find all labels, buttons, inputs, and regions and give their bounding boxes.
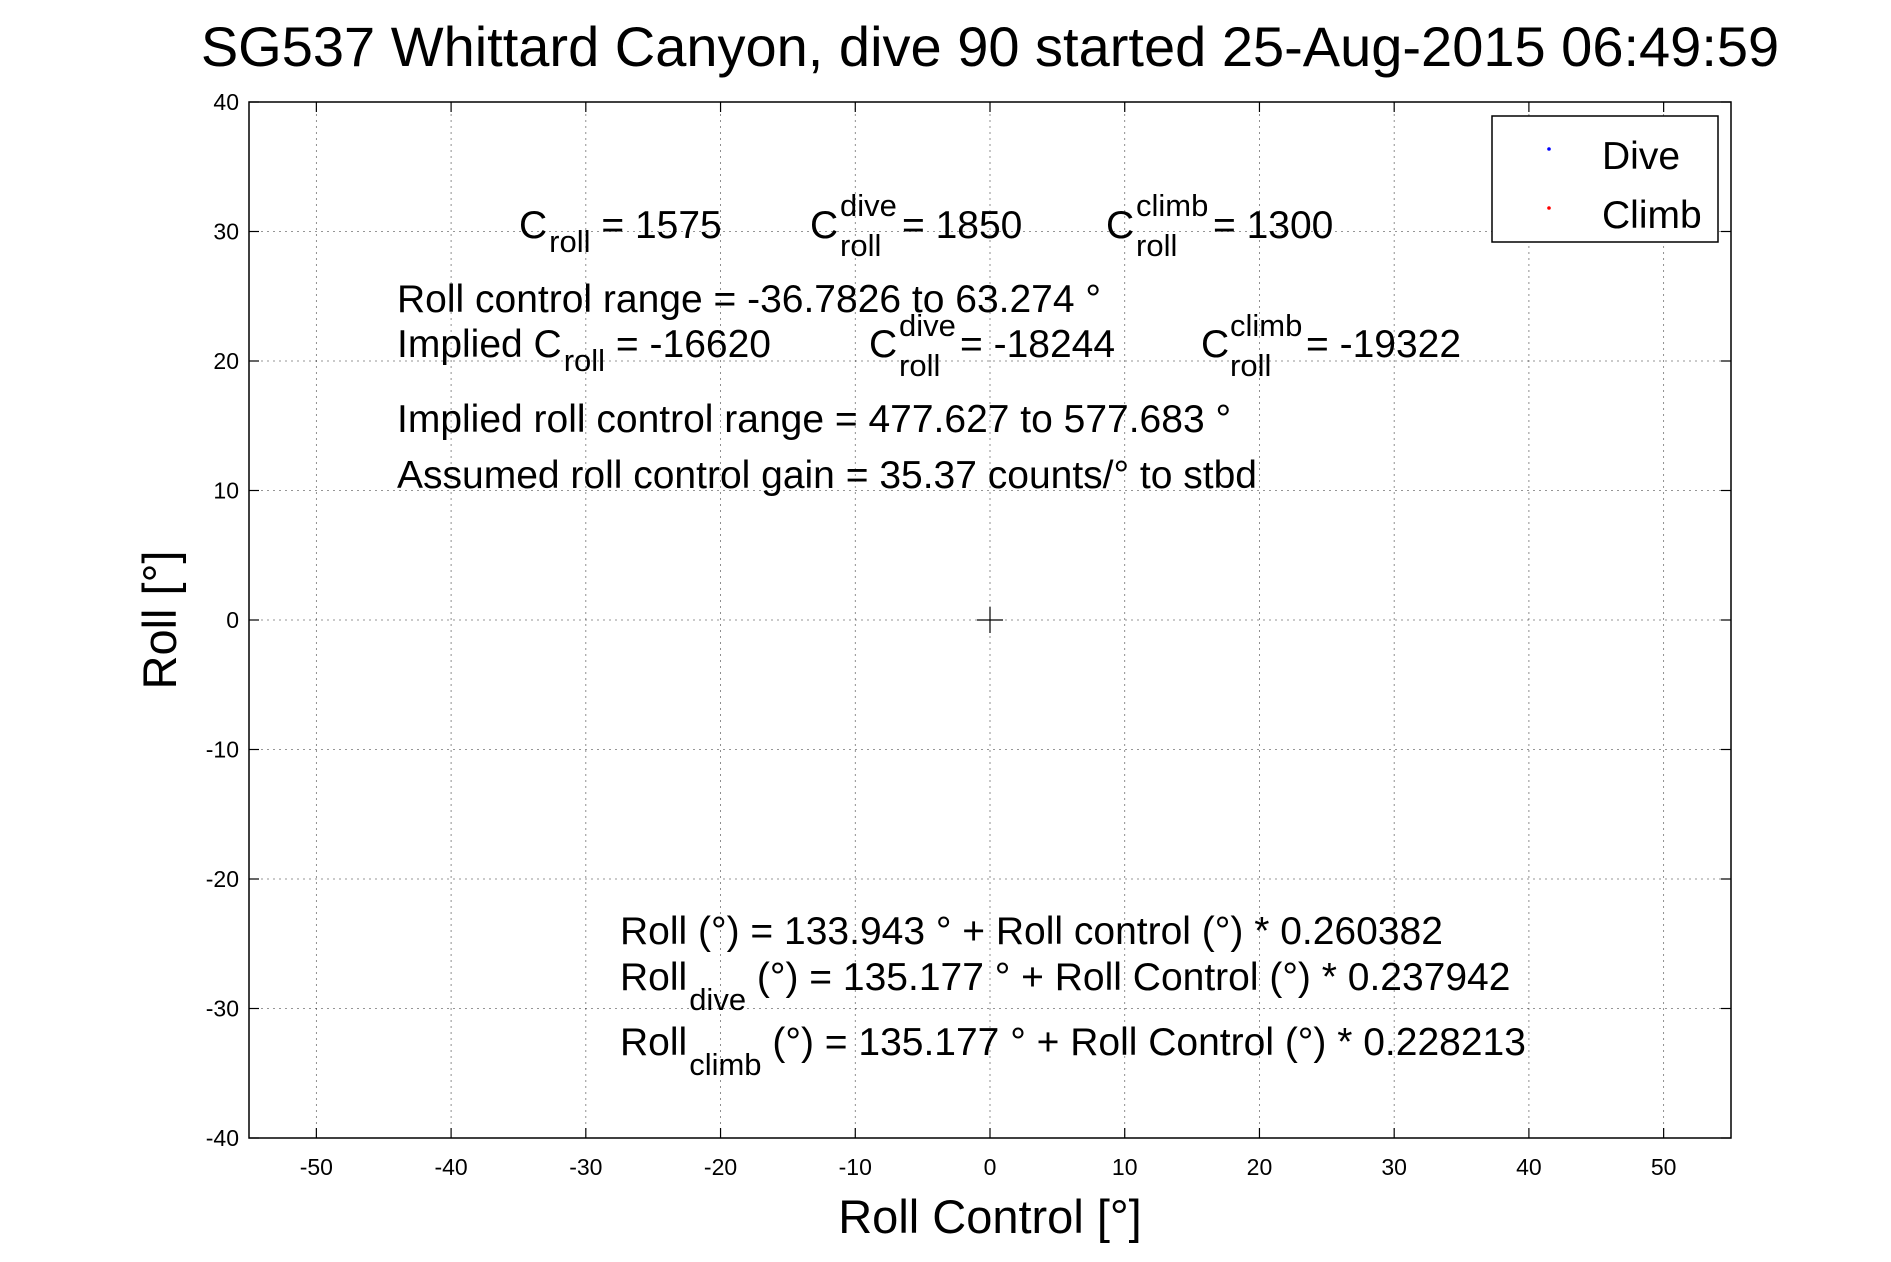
legend-marker-climb [1547,206,1551,210]
y-tick-label: -20 [206,866,239,892]
legend-marker-dive [1547,147,1551,151]
svg-text:= -19322: = -19322 [1306,323,1461,366]
x-tick-label: 40 [1516,1154,1542,1180]
annotation-fit-all: Roll (°) = 133.943 ° + Roll control (°) … [620,910,1443,953]
y-tick-label: 20 [213,348,239,374]
x-tick-label: 0 [984,1154,997,1180]
x-tick-label: 50 [1651,1154,1677,1180]
svg-text:C: C [1201,323,1229,366]
annotation-implied-c-roll-climb: C climb roll = -19322 [1201,308,1461,383]
y-axis-title: Roll [°] [133,551,186,690]
x-tick-label: 20 [1247,1154,1273,1180]
x-tick-label: -20 [704,1154,737,1180]
annotation-implied-range: Implied roll control range = 477.627 to … [397,398,1231,441]
legend-label-dive: Dive [1602,135,1680,178]
svg-text:= -18244: = -18244 [960,323,1115,366]
svg-text:climb: climb [1136,188,1208,223]
svg-text:= 1300: = 1300 [1213,204,1333,247]
annotation-roll-control-range: Roll control range = -36.7826 to 63.274 … [397,278,1101,321]
legend: Dive Climb [1491,115,1719,243]
center-cross-marker [977,607,1003,633]
annotation-c-roll-dive: C dive roll = 1850 [810,188,1022,263]
annotation-fit-dive: Rolldive (°) = 135.177 ° + Roll Control … [620,956,1510,1017]
svg-text:roll: roll [840,228,881,263]
y-tick-label: -10 [206,737,239,763]
x-tick-label: -40 [434,1154,467,1180]
chart-title: SG537 Whittard Canyon, dive 90 started 2… [201,15,1779,78]
x-tick-label: 10 [1112,1154,1138,1180]
annotation-gain: Assumed roll control gain = 35.37 counts… [397,454,1257,497]
y-tick-label: 30 [213,219,239,245]
x-tick-label: -50 [300,1154,333,1180]
annotation-fit-climb: Rollclimb (°) = 135.177 ° + Roll Control… [620,1021,1526,1082]
x-tick-label: -10 [839,1154,872,1180]
ticks [249,101,1731,1139]
legend-box [1491,115,1719,243]
plot-area-frame [248,101,1732,1139]
svg-text:C: C [869,323,897,366]
y-tick-label: 40 [213,89,239,115]
svg-text:roll: roll [899,348,940,383]
annotation-c-roll-climb: C climb roll = 1300 [1106,188,1333,263]
svg-text:= 1850: = 1850 [902,204,1022,247]
x-tick-label: 30 [1381,1154,1407,1180]
svg-text:roll: roll [1136,228,1177,263]
svg-text:roll: roll [1230,348,1271,383]
legend-label-climb: Climb [1602,194,1702,237]
svg-text:C: C [810,204,838,247]
grid [249,101,1731,1139]
svg-text:dive: dive [899,308,956,343]
x-axis-title: Roll Control [°] [838,1190,1142,1243]
x-tick-label: -30 [569,1154,602,1180]
annotation-c-roll: Croll = 1575 [519,204,722,259]
svg-text:climb: climb [1230,308,1302,343]
annotations: Croll = 1575 C dive roll = 1850 C climb … [397,188,1526,1082]
svg-text:C: C [1106,204,1134,247]
tick-labels: -50 -40 -30 -20 -10 0 10 20 30 40 50 -40 -30 -20 -10 0 1… [206,89,1677,1180]
y-tick-label: -40 [206,1125,239,1151]
y-tick-label: -30 [206,996,239,1022]
y-tick-label: 10 [213,478,239,504]
annotation-implied-c-roll-dive: C dive roll = -18244 [869,308,1115,383]
svg-text:dive: dive [840,188,897,223]
annotation-implied-c-roll: Implied Croll = -16620 [397,323,771,378]
y-tick-label: 0 [226,607,239,633]
